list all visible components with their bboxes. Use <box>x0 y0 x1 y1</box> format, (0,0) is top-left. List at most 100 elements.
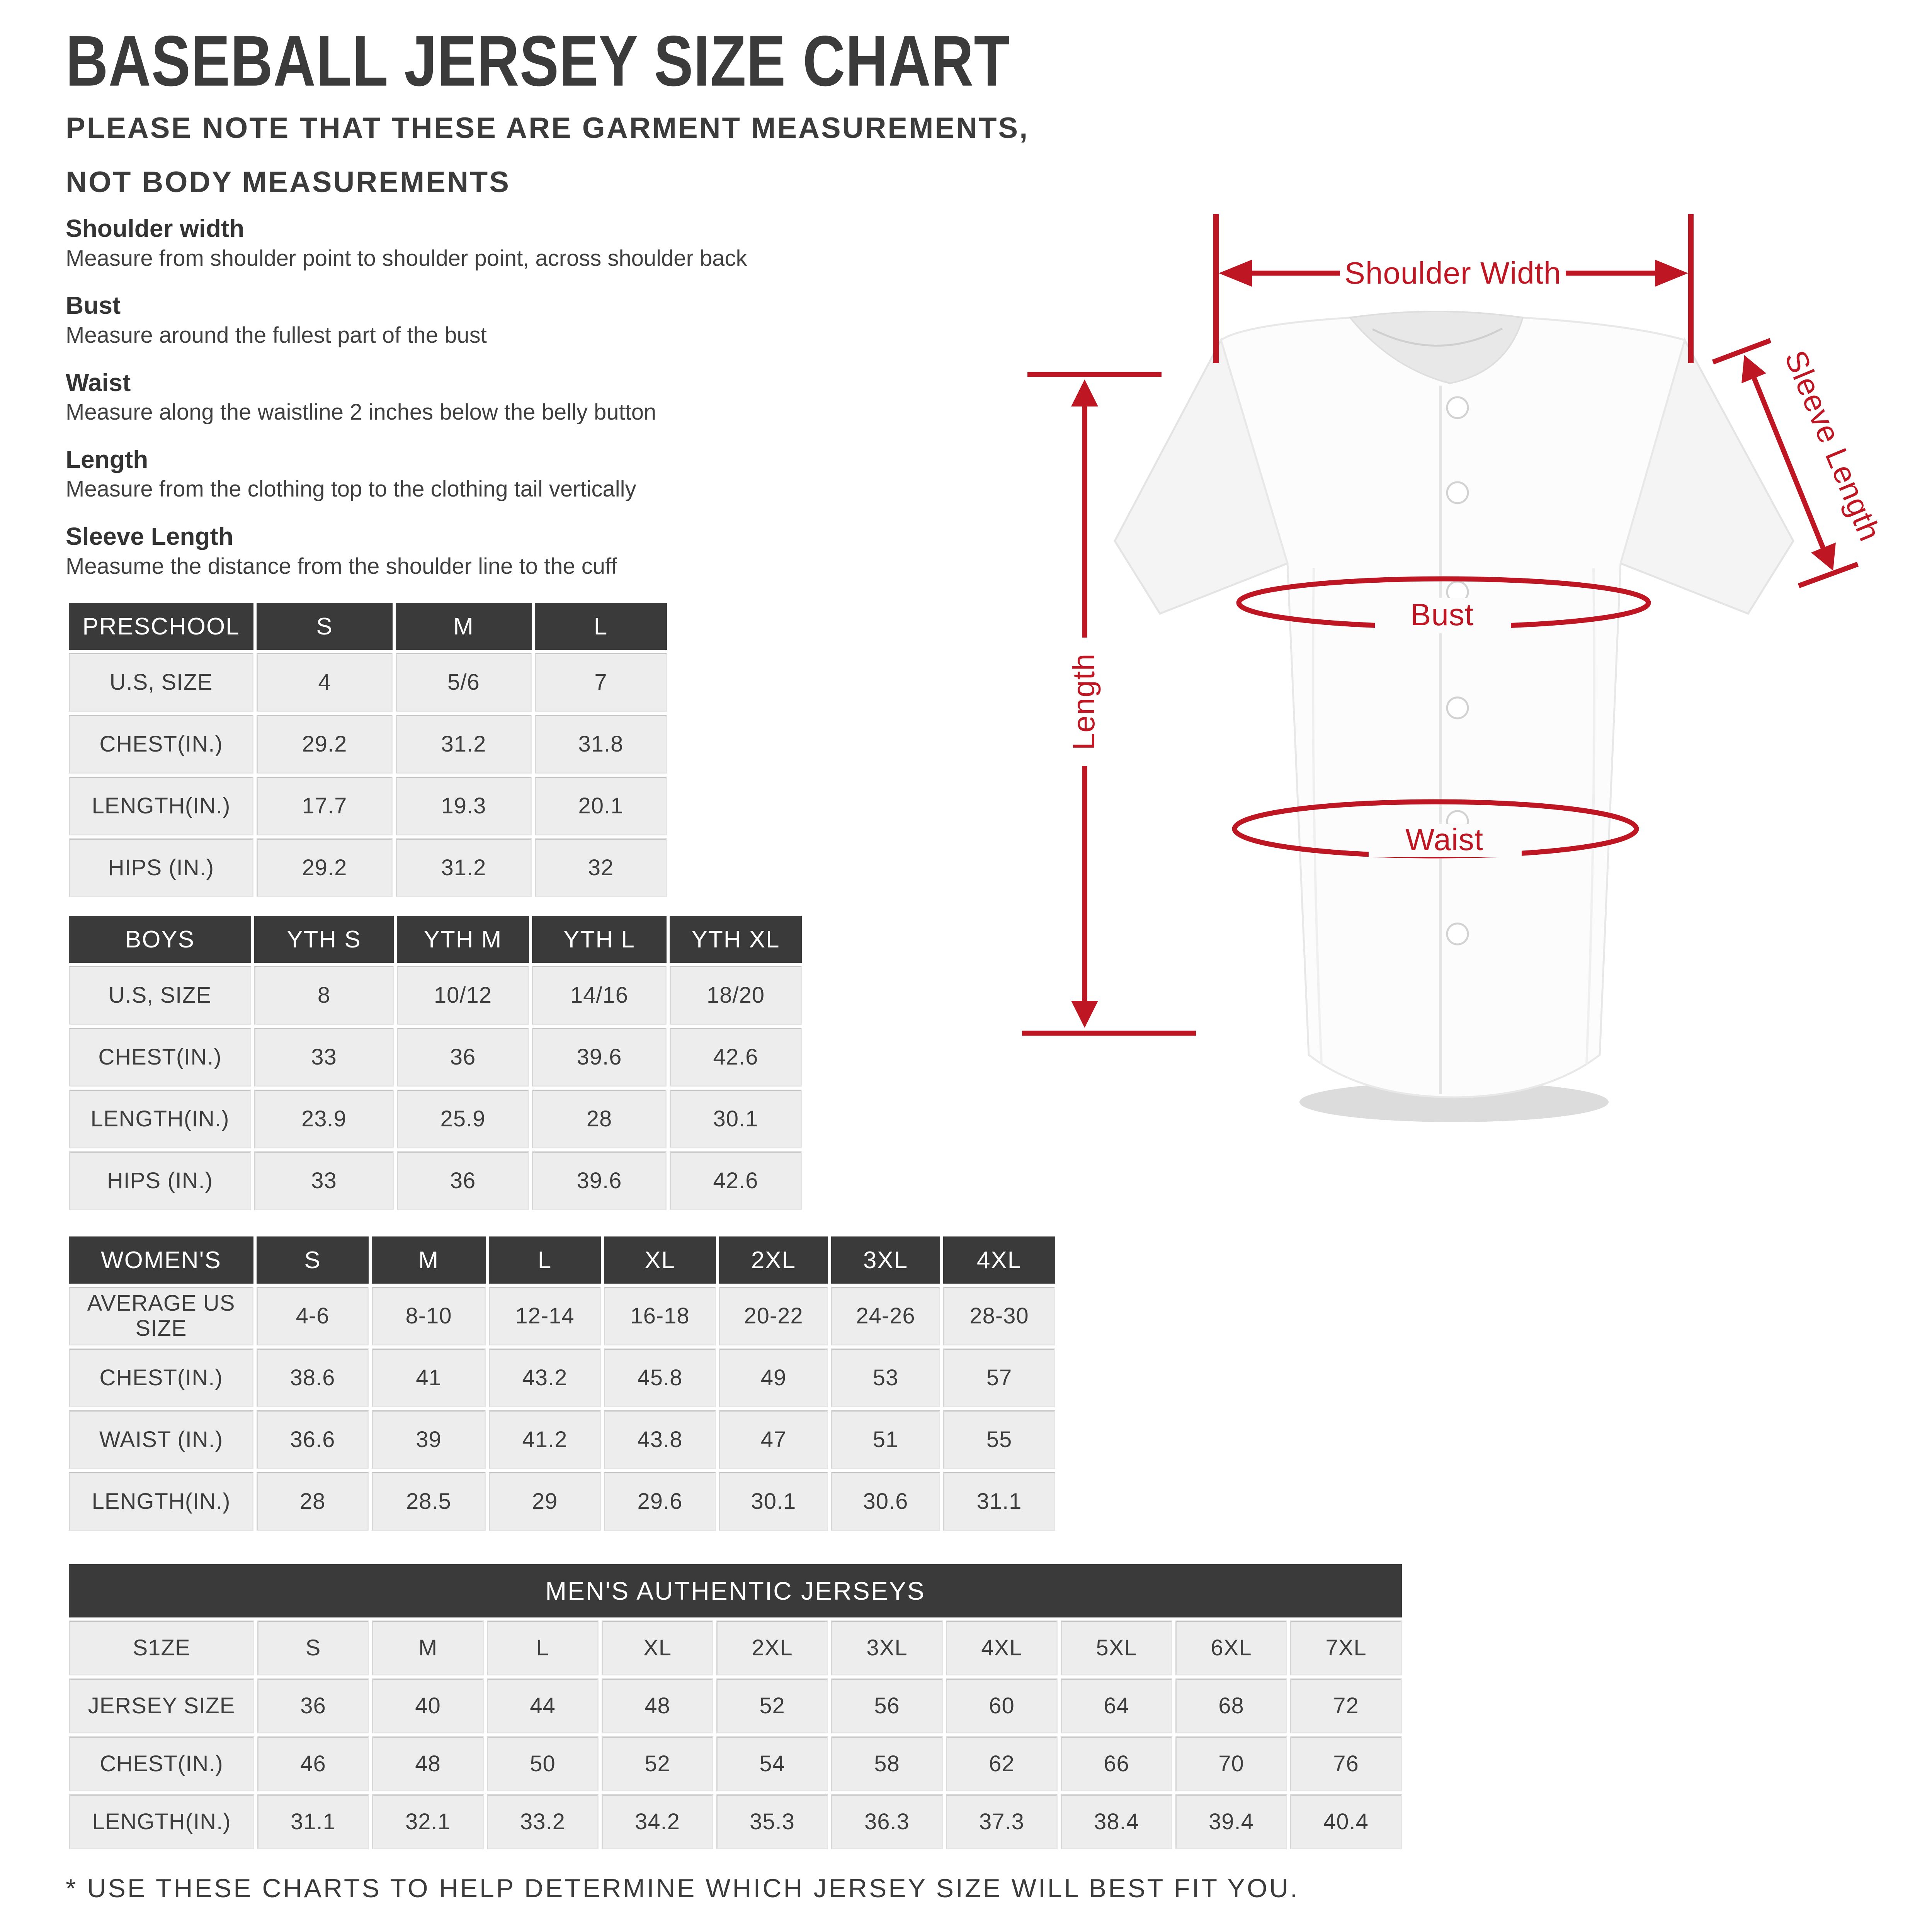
value-cell: S <box>257 1621 369 1675</box>
jersey-shadow <box>1299 1082 1609 1122</box>
subtitle-line-2: NOT BODY MEASUREMENTS <box>66 166 510 199</box>
footnote: * USE THESE CHARTS TO HELP DETERMINE WHI… <box>66 1874 1299 1903</box>
value-cell: 36 <box>397 1151 529 1210</box>
value-cell: 34.2 <box>602 1794 713 1849</box>
table-row: LENGTH(IN.) 28 28.5 29 29.6 30.1 30.6 31.1 <box>69 1472 1055 1531</box>
table-header-cell: YTH XL <box>670 916 802 963</box>
waist-annotation: Waist <box>1232 799 1639 859</box>
bust-label: Bust <box>1410 597 1474 632</box>
waist-label: Waist <box>1405 822 1483 857</box>
value-cell: 32 <box>535 838 667 897</box>
value-cell: 52 <box>716 1679 828 1733</box>
value-cell: 39.4 <box>1175 1794 1287 1849</box>
table-header-row: WOMEN'S S M L XL 2XL 3XL 4XL <box>69 1236 1055 1284</box>
value-cell: 10/12 <box>397 966 529 1025</box>
mens-size-table: MEN'S AUTHENTIC JERSEYS S1ZE S M L XL 2XL 3XL 4X… <box>66 1561 1405 1852</box>
value-cell: 44 <box>487 1679 599 1733</box>
table-header-cell: M <box>372 1236 486 1284</box>
bust-annotation: Bust <box>1236 576 1651 633</box>
value-cell: 28 <box>257 1472 369 1531</box>
preschool-size-table: PRESCHOOL S M L U.S, SIZE 4 5/6 7 CHEST(IN.) 29.2… <box>66 600 670 900</box>
womens-size-table: WOMEN'S S M L XL 2XL 3XL 4XL AVERAGE US SIZE 4-6 8… <box>66 1233 1058 1534</box>
value-cell: 56 <box>831 1679 943 1733</box>
table-header-cell: YTH S <box>254 916 394 963</box>
value-cell: 41.2 <box>489 1410 601 1469</box>
value-cell: 37.3 <box>946 1794 1058 1849</box>
table-banner: MEN'S AUTHENTIC JERSEYS <box>69 1564 1402 1617</box>
table-header-label: PRESCHOOL <box>69 603 253 650</box>
row-label-cell: CHEST(IN.) <box>69 1028 251 1087</box>
value-cell: 45.8 <box>604 1349 716 1407</box>
value-cell: 20.1 <box>535 777 667 835</box>
value-cell: 43.2 <box>489 1349 601 1407</box>
value-cell: 46 <box>257 1736 369 1791</box>
value-cell: 53 <box>831 1349 940 1407</box>
value-cell: 52 <box>602 1736 713 1791</box>
row-label-cell: JERSEY SIZE <box>69 1679 254 1733</box>
value-cell: 19.3 <box>396 777 532 835</box>
row-label-cell: CHEST(IN.) <box>69 1736 254 1791</box>
row-label-cell: CHEST(IN.) <box>69 1349 253 1407</box>
definition-description: Measume the distance from the shoulder l… <box>66 553 617 579</box>
value-cell: 7 <box>535 653 667 712</box>
value-cell: 55 <box>943 1410 1055 1469</box>
table-row: AVERAGE US SIZE 4-6 8-10 12-14 16-18 20-22 24-… <box>69 1287 1055 1345</box>
value-cell: 4-6 <box>257 1287 369 1345</box>
shoulder-width-annotation: Shoulder Width <box>1213 214 1694 363</box>
value-cell: 41 <box>372 1349 486 1407</box>
row-label-cell: CHEST(IN.) <box>69 715 253 774</box>
table-header-cell: S <box>257 1236 369 1284</box>
value-cell: 28-30 <box>943 1287 1055 1345</box>
measurement-definition: Shoulder width Measure from shoulder poin… <box>66 214 1012 272</box>
value-cell: 25.9 <box>397 1090 529 1148</box>
row-label-cell: LENGTH(IN.) <box>69 1472 253 1531</box>
value-cell: 76 <box>1290 1736 1402 1791</box>
value-cell: 36 <box>397 1028 529 1087</box>
table-row: CHEST(IN.) 38.6 41 43.2 45.8 49 53 57 <box>69 1349 1055 1407</box>
jersey-collar-opening <box>1349 311 1524 384</box>
definition-term: Shoulder width <box>66 214 245 242</box>
table-header-cell: M <box>396 603 532 650</box>
value-cell: 64 <box>1061 1679 1172 1733</box>
boys-size-table: BOYS YTH S YTH M YTH L YTH XL U.S, SIZE 8 10/12… <box>66 913 805 1213</box>
value-cell: 54 <box>716 1736 828 1791</box>
row-label-cell: LENGTH(IN.) <box>69 1794 254 1849</box>
sleeve-length-label: Sleeve Length <box>1778 345 1888 546</box>
value-cell: 49 <box>719 1349 828 1407</box>
value-cell: 60 <box>946 1679 1058 1733</box>
row-label-cell: HIPS (IN.) <box>69 838 253 897</box>
value-cell: 39.6 <box>532 1151 667 1210</box>
value-cell: 5XL <box>1061 1621 1172 1675</box>
table-row: LENGTH(IN.) 31.1 32.1 33.2 34.2 35.3 36.3 37.3 3… <box>69 1794 1402 1849</box>
value-cell: 24-26 <box>831 1287 940 1345</box>
jersey-side-panel-seam-left <box>1312 568 1323 1065</box>
table-row: HIPS (IN.) 33 36 39.6 42.6 <box>69 1151 802 1210</box>
row-label-cell: WAIST (IN.) <box>69 1410 253 1469</box>
definition-term: Bust <box>66 291 121 320</box>
value-cell: 40.4 <box>1290 1794 1402 1849</box>
value-cell: 30.1 <box>719 1472 828 1531</box>
value-cell: 70 <box>1175 1736 1287 1791</box>
value-cell: 28 <box>532 1090 667 1148</box>
value-cell: 4 <box>257 653 393 712</box>
definition-description: Measure around the fullest part of the b… <box>66 322 487 348</box>
table-row: JERSEY SIZE 36 40 44 48 52 56 60 64 68 72 <box>69 1679 1402 1733</box>
value-cell: 4XL <box>946 1621 1058 1675</box>
jersey-button <box>1446 696 1469 719</box>
value-cell: 14/16 <box>532 966 667 1025</box>
value-cell: 42.6 <box>670 1151 802 1210</box>
value-cell: M <box>372 1621 484 1675</box>
value-cell: 5/6 <box>396 653 532 712</box>
measurement-definition: Waist Measure along the waistline 2 inche… <box>66 369 1012 426</box>
length-label: Length <box>1066 653 1101 750</box>
value-cell: 36 <box>257 1679 369 1733</box>
row-label-cell: S1ZE <box>69 1621 254 1675</box>
row-label-cell: U.S, SIZE <box>69 966 251 1025</box>
table-row: CHEST(IN.) 46 48 50 52 54 58 62 66 70 76 <box>69 1736 1402 1791</box>
table-header-row: PRESCHOOL S M L <box>69 603 667 650</box>
value-cell: 31.2 <box>396 715 532 774</box>
value-cell: XL <box>602 1621 713 1675</box>
table-row: HIPS (IN.) 29.2 31.2 32 <box>69 838 667 897</box>
table-header-row: BOYS YTH S YTH M YTH L YTH XL <box>69 916 802 963</box>
